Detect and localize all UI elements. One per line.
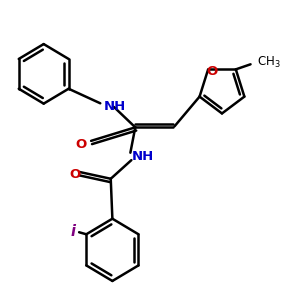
Text: NH: NH bbox=[104, 100, 126, 112]
Text: NH: NH bbox=[132, 150, 154, 163]
Text: O: O bbox=[76, 138, 87, 152]
Text: O: O bbox=[206, 64, 218, 78]
Text: i: i bbox=[71, 224, 76, 239]
Text: O: O bbox=[69, 168, 80, 181]
Text: CH$_3$: CH$_3$ bbox=[257, 55, 281, 70]
